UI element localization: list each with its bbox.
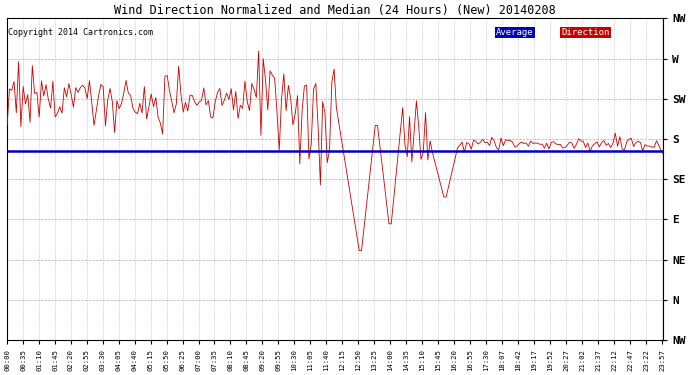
Title: Wind Direction Normalized and Median (24 Hours) (New) 20140208: Wind Direction Normalized and Median (24… (115, 4, 556, 17)
Text: Copyright 2014 Cartronics.com: Copyright 2014 Cartronics.com (8, 28, 153, 37)
Text: Direction: Direction (562, 28, 610, 37)
Text: Average: Average (496, 28, 533, 37)
